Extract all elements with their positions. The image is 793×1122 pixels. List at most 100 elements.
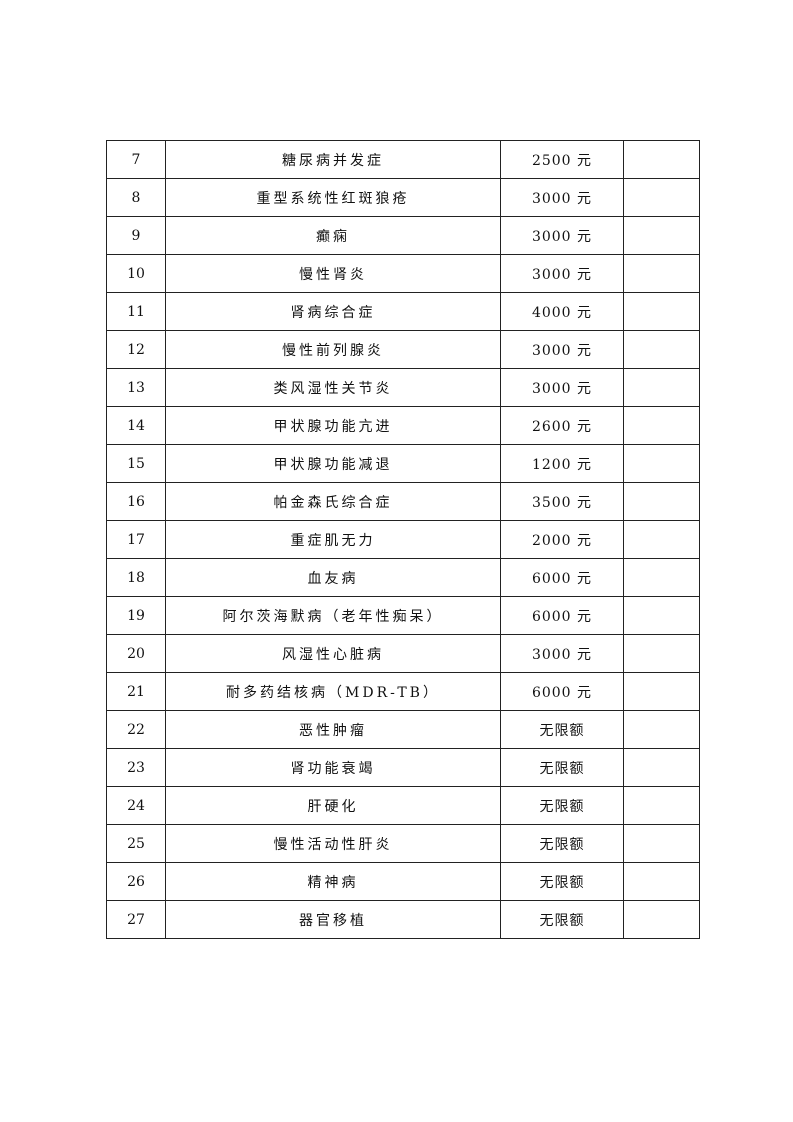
row-number: 25 [106, 824, 166, 863]
table-row: 14 甲状腺功能亢进 2600 元 [106, 406, 700, 445]
disease-name: 重型系统性红斑狼疮 [165, 178, 501, 217]
table-row: 20 风湿性心脏病 3000 元 [106, 634, 700, 673]
amount-limit: 3000 元 [500, 254, 624, 293]
amount-limit: 2000 元 [500, 520, 624, 559]
note-cell [623, 254, 700, 293]
note-cell [623, 444, 700, 483]
disease-name: 慢性肾炎 [165, 254, 501, 293]
disease-name: 慢性前列腺炎 [165, 330, 501, 369]
note-cell [623, 368, 700, 407]
row-number: 18 [106, 558, 166, 597]
amount-limit: 6000 元 [500, 596, 624, 635]
disease-name: 血友病 [165, 558, 501, 597]
row-number: 13 [106, 368, 166, 407]
row-number: 10 [106, 254, 166, 293]
disease-name: 肾功能衰竭 [165, 748, 501, 787]
note-cell [623, 406, 700, 445]
row-number: 15 [106, 444, 166, 483]
amount-limit: 2600 元 [500, 406, 624, 445]
disease-name: 精神病 [165, 862, 501, 901]
amount-limit: 6000 元 [500, 672, 624, 711]
note-cell [623, 596, 700, 635]
disease-name: 癫痫 [165, 216, 501, 255]
table-row: 7 糖尿病并发症 2500 元 [106, 140, 700, 179]
row-number: 22 [106, 710, 166, 749]
amount-limit: 1200 元 [500, 444, 624, 483]
table-row: 26 精神病 无限额 [106, 862, 700, 901]
table-row: 10 慢性肾炎 3000 元 [106, 254, 700, 293]
table-row: 15 甲状腺功能减退 1200 元 [106, 444, 700, 483]
amount-limit: 无限额 [500, 786, 624, 825]
table-body: 7 糖尿病并发症 2500 元 8 重型系统性红斑狼疮 3000 元 9 癫痫 3000 元 10… [106, 140, 700, 939]
table-row: 23 肾功能衰竭 无限额 [106, 748, 700, 787]
row-number: 20 [106, 634, 166, 673]
amount-limit: 无限额 [500, 748, 624, 787]
table-row: 27 器官移植 无限额 [106, 900, 700, 939]
amount-limit: 4000 元 [500, 292, 624, 331]
note-cell [623, 900, 700, 939]
table-row: 12 慢性前列腺炎 3000 元 [106, 330, 700, 369]
table-row: 17 重症肌无力 2000 元 [106, 520, 700, 559]
disease-name: 甲状腺功能亢进 [165, 406, 501, 445]
amount-limit: 3000 元 [500, 216, 624, 255]
amount-limit: 3000 元 [500, 634, 624, 673]
disease-name: 帕金森氏综合症 [165, 482, 501, 521]
table-row: 8 重型系统性红斑狼疮 3000 元 [106, 178, 700, 217]
table-row: 22 恶性肿瘤 无限额 [106, 710, 700, 749]
row-number: 8 [106, 178, 166, 217]
disease-name: 慢性活动性肝炎 [165, 824, 501, 863]
row-number: 7 [106, 140, 166, 179]
table-row: 18 血友病 6000 元 [106, 558, 700, 597]
note-cell [623, 710, 700, 749]
table-row: 24 肝硬化 无限额 [106, 786, 700, 825]
table-row: 9 癫痫 3000 元 [106, 216, 700, 255]
note-cell [623, 330, 700, 369]
note-cell [623, 482, 700, 521]
disease-name: 恶性肿瘤 [165, 710, 501, 749]
row-number: 23 [106, 748, 166, 787]
row-number: 26 [106, 862, 166, 901]
amount-limit: 无限额 [500, 900, 624, 939]
amount-limit: 无限额 [500, 710, 624, 749]
note-cell [623, 140, 700, 179]
amount-limit: 2500 元 [500, 140, 624, 179]
note-cell [623, 824, 700, 863]
disease-name: 肝硬化 [165, 786, 501, 825]
amount-limit: 3000 元 [500, 178, 624, 217]
amount-limit: 无限额 [500, 862, 624, 901]
note-cell [623, 292, 700, 331]
row-number: 17 [106, 520, 166, 559]
note-cell [623, 520, 700, 559]
row-number: 11 [106, 292, 166, 331]
amount-limit: 3000 元 [500, 330, 624, 369]
row-number: 19 [106, 596, 166, 635]
note-cell [623, 748, 700, 787]
disease-name: 阿尔茨海默病（老年性痴呆） [165, 596, 501, 635]
disease-name: 类风湿性关节炎 [165, 368, 501, 407]
disease-name: 肾病综合症 [165, 292, 501, 331]
row-number: 21 [106, 672, 166, 711]
table-row: 25 慢性活动性肝炎 无限额 [106, 824, 700, 863]
note-cell [623, 216, 700, 255]
table-row: 13 类风湿性关节炎 3000 元 [106, 368, 700, 407]
row-number: 24 [106, 786, 166, 825]
row-number: 14 [106, 406, 166, 445]
row-number: 27 [106, 900, 166, 939]
disease-name: 甲状腺功能减退 [165, 444, 501, 483]
amount-limit: 3000 元 [500, 368, 624, 407]
amount-limit: 3500 元 [500, 482, 624, 521]
amount-limit: 6000 元 [500, 558, 624, 597]
note-cell [623, 634, 700, 673]
table-row: 21 耐多药结核病（MDR-TB） 6000 元 [106, 672, 700, 711]
row-number: 12 [106, 330, 166, 369]
row-number: 9 [106, 216, 166, 255]
amount-limit: 无限额 [500, 824, 624, 863]
note-cell [623, 862, 700, 901]
note-cell [623, 558, 700, 597]
disease-name: 糖尿病并发症 [165, 140, 501, 179]
row-number: 16 [106, 482, 166, 521]
note-cell [623, 672, 700, 711]
disease-name: 器官移植 [165, 900, 501, 939]
table-row: 11 肾病综合症 4000 元 [106, 292, 700, 331]
disease-name: 风湿性心脏病 [165, 634, 501, 673]
